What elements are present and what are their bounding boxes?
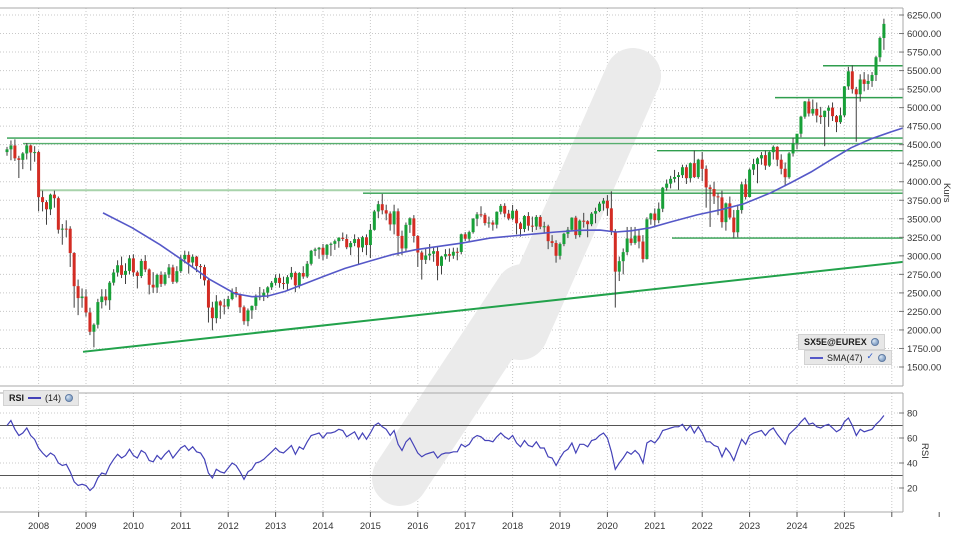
svg-text:5750.00: 5750.00 (907, 48, 941, 59)
svg-text:2014: 2014 (312, 521, 333, 532)
svg-text:3250.00: 3250.00 (907, 233, 941, 244)
svg-text:4000.00: 4000.00 (907, 177, 941, 188)
sma-line-swatch-icon (810, 356, 823, 359)
svg-text:20: 20 (907, 484, 918, 495)
sma-legend[interactable]: SMA(47) ✓ (804, 350, 893, 365)
svg-text:6000.00: 6000.00 (907, 29, 941, 40)
svg-text:1500.00: 1500.00 (907, 363, 941, 374)
rsi-line (6, 415, 885, 492)
check-icon[interactable]: ✓ (866, 352, 875, 362)
globe-icon[interactable] (65, 394, 74, 402)
panel-borders (0, 7, 904, 513)
svg-text:4250.00: 4250.00 (907, 159, 941, 170)
globe-icon[interactable] (870, 338, 879, 346)
price-axis-title: Kurs (941, 183, 952, 203)
rsi-legend-period: (14) (45, 393, 62, 403)
svg-text:3750.00: 3750.00 (907, 196, 941, 207)
sma-line (102, 127, 904, 298)
instrument-legend[interactable]: SX5E@EUREX (798, 334, 885, 350)
svg-text:60: 60 (907, 434, 918, 445)
rsi-line-swatch-icon (28, 397, 42, 399)
svg-text:2013: 2013 (265, 521, 286, 532)
rsi-axis-title: RSI (919, 443, 930, 459)
svg-text:2024: 2024 (786, 521, 807, 532)
svg-text:2020: 2020 (597, 521, 618, 532)
svg-text:2016: 2016 (407, 521, 428, 532)
svg-text:2000.00: 2000.00 (907, 325, 941, 336)
svg-text:2022: 2022 (692, 521, 713, 532)
svg-text:2025: 2025 (834, 521, 855, 532)
axis-labels: 6250.00 6000.00 5750.00 5500.00 5250.00 5000.… (28, 11, 952, 533)
svg-text:5000.00: 5000.00 (907, 103, 941, 114)
svg-text:5250.00: 5250.00 (907, 85, 941, 96)
svg-text:2500.00: 2500.00 (907, 288, 941, 299)
svg-text:2019: 2019 (549, 521, 570, 532)
trendline[interactable] (82, 260, 904, 353)
svg-text:2015: 2015 (360, 521, 381, 532)
svg-text:2009: 2009 (75, 521, 96, 532)
svg-text:40: 40 (907, 459, 918, 470)
rsi-legend-label: RSI (9, 393, 25, 403)
rsi-legend[interactable]: RSI (14) (3, 390, 80, 406)
svg-text:4750.00: 4750.00 (907, 122, 941, 133)
svg-text:2018: 2018 (502, 521, 523, 532)
instrument-legend-label: SX5E@EUREX (804, 337, 867, 347)
svg-text:2023: 2023 (739, 521, 760, 532)
svg-text:2021: 2021 (644, 521, 665, 532)
svg-text:2012: 2012 (218, 521, 239, 532)
watermark-logo (372, 48, 661, 506)
candles-layer (5, 18, 886, 348)
svg-text:3000.00: 3000.00 (907, 251, 941, 262)
globe-icon[interactable] (878, 353, 887, 362)
svg-text:2008: 2008 (28, 521, 49, 532)
svg-text:2010: 2010 (123, 521, 144, 532)
svg-text:3500.00: 3500.00 (907, 214, 941, 225)
svg-text:2250.00: 2250.00 (907, 307, 941, 318)
svg-text:2750.00: 2750.00 (907, 270, 941, 281)
svg-text:6250.00: 6250.00 (907, 11, 941, 22)
support-resistance-lines[interactable] (7, 65, 903, 239)
svg-text:4500.00: 4500.00 (907, 140, 941, 151)
svg-text:5500.00: 5500.00 (907, 66, 941, 77)
svg-text:2011: 2011 (171, 521, 191, 532)
svg-text:80: 80 (907, 409, 918, 420)
sma-legend-label: SMA(47) (827, 352, 863, 363)
svg-text:1750.00: 1750.00 (907, 344, 941, 355)
svg-text:2017: 2017 (455, 521, 476, 532)
